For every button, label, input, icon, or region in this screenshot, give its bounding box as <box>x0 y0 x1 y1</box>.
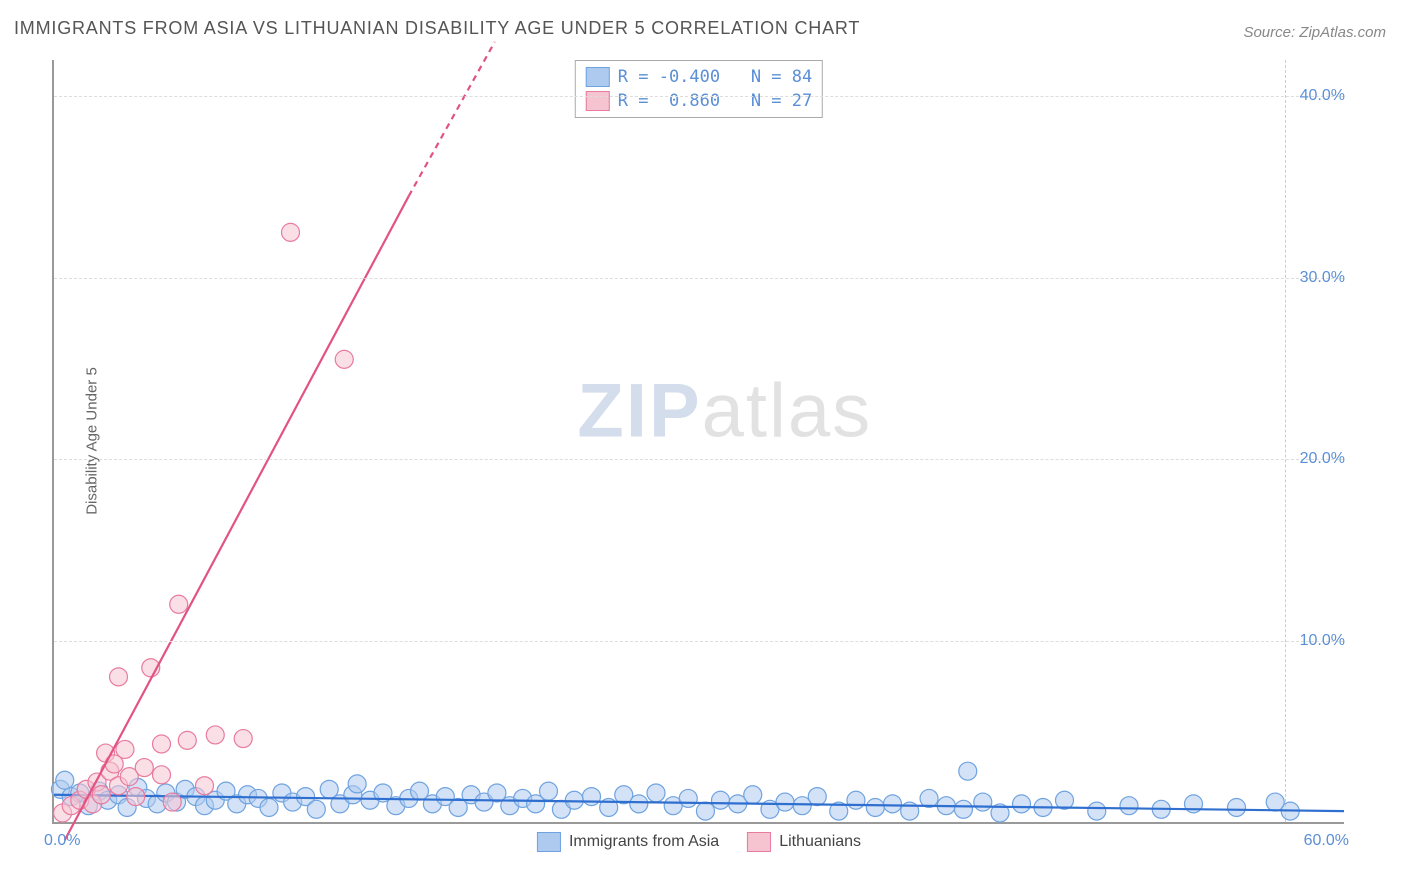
data-point-asia <box>974 793 992 811</box>
data-point-asia <box>56 771 74 789</box>
data-point-asia <box>1228 798 1246 816</box>
data-point-asia <box>884 795 902 813</box>
data-point-asia <box>744 786 762 804</box>
legend-series: Immigrants from Asia Lithuanians <box>537 832 861 852</box>
data-point-asia <box>1120 797 1138 815</box>
gridline <box>54 96 1344 97</box>
data-point-asia <box>348 775 366 793</box>
data-point-asia <box>630 795 648 813</box>
data-point-lith <box>92 786 110 804</box>
data-point-lith <box>234 730 252 748</box>
data-point-lith <box>153 766 171 784</box>
data-point-asia <box>866 798 884 816</box>
data-point-lith <box>153 735 171 753</box>
x-tick-origin: 0.0% <box>44 832 80 850</box>
legend-swatch-asia <box>537 832 561 852</box>
data-point-asia <box>712 791 730 809</box>
chart-title: IMMIGRANTS FROM ASIA VS LITHUANIAN DISAB… <box>14 18 860 39</box>
legend-label: Lithuanians <box>779 833 861 851</box>
legend-stat-row: R = 0.860 N = 27 <box>586 89 812 113</box>
data-point-lith <box>335 350 353 368</box>
data-point-asia <box>808 788 826 806</box>
data-point-lith <box>170 595 188 613</box>
legend-item-asia: Immigrants from Asia <box>537 832 719 852</box>
data-point-asia <box>959 762 977 780</box>
data-point-asia <box>540 782 558 800</box>
legend-stat-text: R = -0.400 N = 84 <box>618 67 812 87</box>
gridline <box>54 641 1344 642</box>
plot-area: Disability Age Under 5 ZIPatlas R = -0.4… <box>52 60 1344 824</box>
data-point-lith <box>206 726 224 744</box>
data-point-asia <box>260 798 278 816</box>
data-point-asia <box>776 793 794 811</box>
gridline <box>54 278 1344 279</box>
y-tick-label: 20.0% <box>1300 450 1345 468</box>
x-tick-max: 60.0% <box>1304 832 1349 850</box>
data-point-lith <box>282 223 300 241</box>
legend-swatch-lith <box>586 91 610 111</box>
legend-stats: R = -0.400 N = 84 R = 0.860 N = 27 <box>575 60 823 118</box>
legend-swatch-asia <box>586 67 610 87</box>
data-point-lith <box>163 793 181 811</box>
y-tick-label: 30.0% <box>1300 269 1345 287</box>
data-point-lith <box>110 668 128 686</box>
data-point-asia <box>1088 802 1106 820</box>
source-label: Source: ZipAtlas.com <box>1243 24 1386 41</box>
data-point-asia <box>1013 795 1031 813</box>
data-point-lith <box>135 759 153 777</box>
data-point-asia <box>847 791 865 809</box>
data-point-asia <box>954 800 972 818</box>
data-point-lith <box>127 788 145 806</box>
data-point-asia <box>307 800 325 818</box>
y-tick-label: 10.0% <box>1300 632 1345 650</box>
legend-stat-row: R = -0.400 N = 84 <box>586 65 812 89</box>
legend-stat-text: R = 0.860 N = 27 <box>618 91 812 111</box>
data-point-lith <box>178 731 196 749</box>
data-point-asia <box>1266 793 1284 811</box>
data-point-asia <box>696 802 714 820</box>
legend-item-lith: Lithuanians <box>747 832 861 852</box>
data-point-asia <box>679 789 697 807</box>
y-tick-label: 40.0% <box>1300 87 1345 105</box>
data-point-lith <box>196 777 214 795</box>
data-point-asia <box>647 784 665 802</box>
plot-svg <box>54 60 1344 822</box>
trendline-dash-lith <box>409 42 495 196</box>
data-point-asia <box>583 788 601 806</box>
legend-label: Immigrants from Asia <box>569 833 719 851</box>
chart-container: IMMIGRANTS FROM ASIA VS LITHUANIAN DISAB… <box>0 0 1406 892</box>
legend-swatch-lith <box>747 832 771 852</box>
gridline <box>54 459 1344 460</box>
